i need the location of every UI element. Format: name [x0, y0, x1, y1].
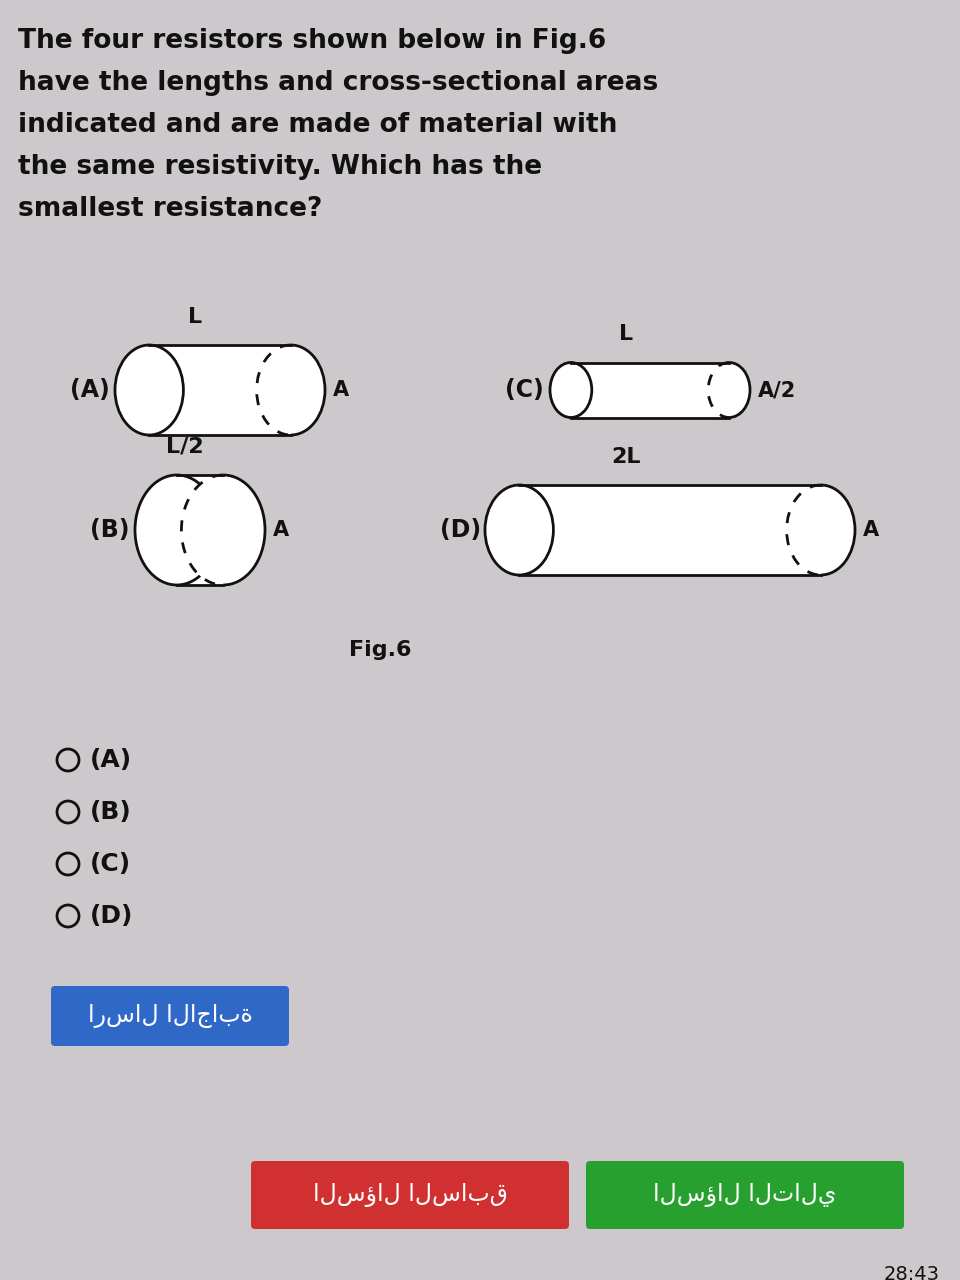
- Ellipse shape: [181, 475, 265, 585]
- Text: السؤال السابق: السؤال السابق: [313, 1183, 508, 1207]
- Ellipse shape: [135, 475, 219, 585]
- Text: (A): (A): [70, 378, 109, 402]
- Bar: [149, 346, 291, 435]
- Ellipse shape: [550, 362, 591, 417]
- FancyBboxPatch shape: [251, 1161, 569, 1229]
- Text: indicated and are made of material with: indicated and are made of material with: [18, 111, 617, 138]
- Text: have the lengths and cross-sectional areas: have the lengths and cross-sectional are…: [18, 70, 659, 96]
- Text: The four resistors shown below in Fig.6: The four resistors shown below in Fig.6: [18, 28, 607, 54]
- Text: (B): (B): [90, 518, 130, 541]
- Bar: [571, 362, 729, 417]
- FancyBboxPatch shape: [51, 986, 289, 1046]
- Text: L: L: [188, 307, 202, 326]
- Text: (C): (C): [505, 378, 543, 402]
- FancyBboxPatch shape: [586, 1161, 904, 1229]
- Text: (A): (A): [90, 748, 132, 772]
- Text: ارسال الاجابة: ارسال الاجابة: [87, 1004, 252, 1028]
- Bar: [519, 485, 821, 575]
- Ellipse shape: [786, 485, 855, 575]
- Ellipse shape: [485, 485, 553, 575]
- Text: (D): (D): [440, 518, 481, 541]
- Text: (C): (C): [90, 852, 132, 876]
- Text: 2L: 2L: [611, 447, 640, 467]
- Text: (B): (B): [90, 800, 132, 824]
- Ellipse shape: [115, 346, 183, 435]
- Text: the same resistivity. Which has the: the same resistivity. Which has the: [18, 154, 542, 180]
- Text: A: A: [333, 380, 349, 399]
- Text: A: A: [863, 520, 879, 540]
- Text: L: L: [619, 325, 633, 344]
- Text: Fig.6: Fig.6: [348, 640, 411, 660]
- Text: السؤال التالي: السؤال التالي: [654, 1183, 837, 1207]
- Text: (D): (D): [90, 904, 133, 928]
- Bar: [177, 475, 223, 585]
- Text: smallest resistance?: smallest resistance?: [18, 196, 323, 221]
- Text: L/2: L/2: [165, 436, 204, 457]
- Text: A/2: A/2: [758, 380, 796, 399]
- Ellipse shape: [256, 346, 325, 435]
- Ellipse shape: [708, 362, 750, 417]
- Text: 28:43: 28:43: [884, 1265, 940, 1280]
- Text: A: A: [273, 520, 289, 540]
